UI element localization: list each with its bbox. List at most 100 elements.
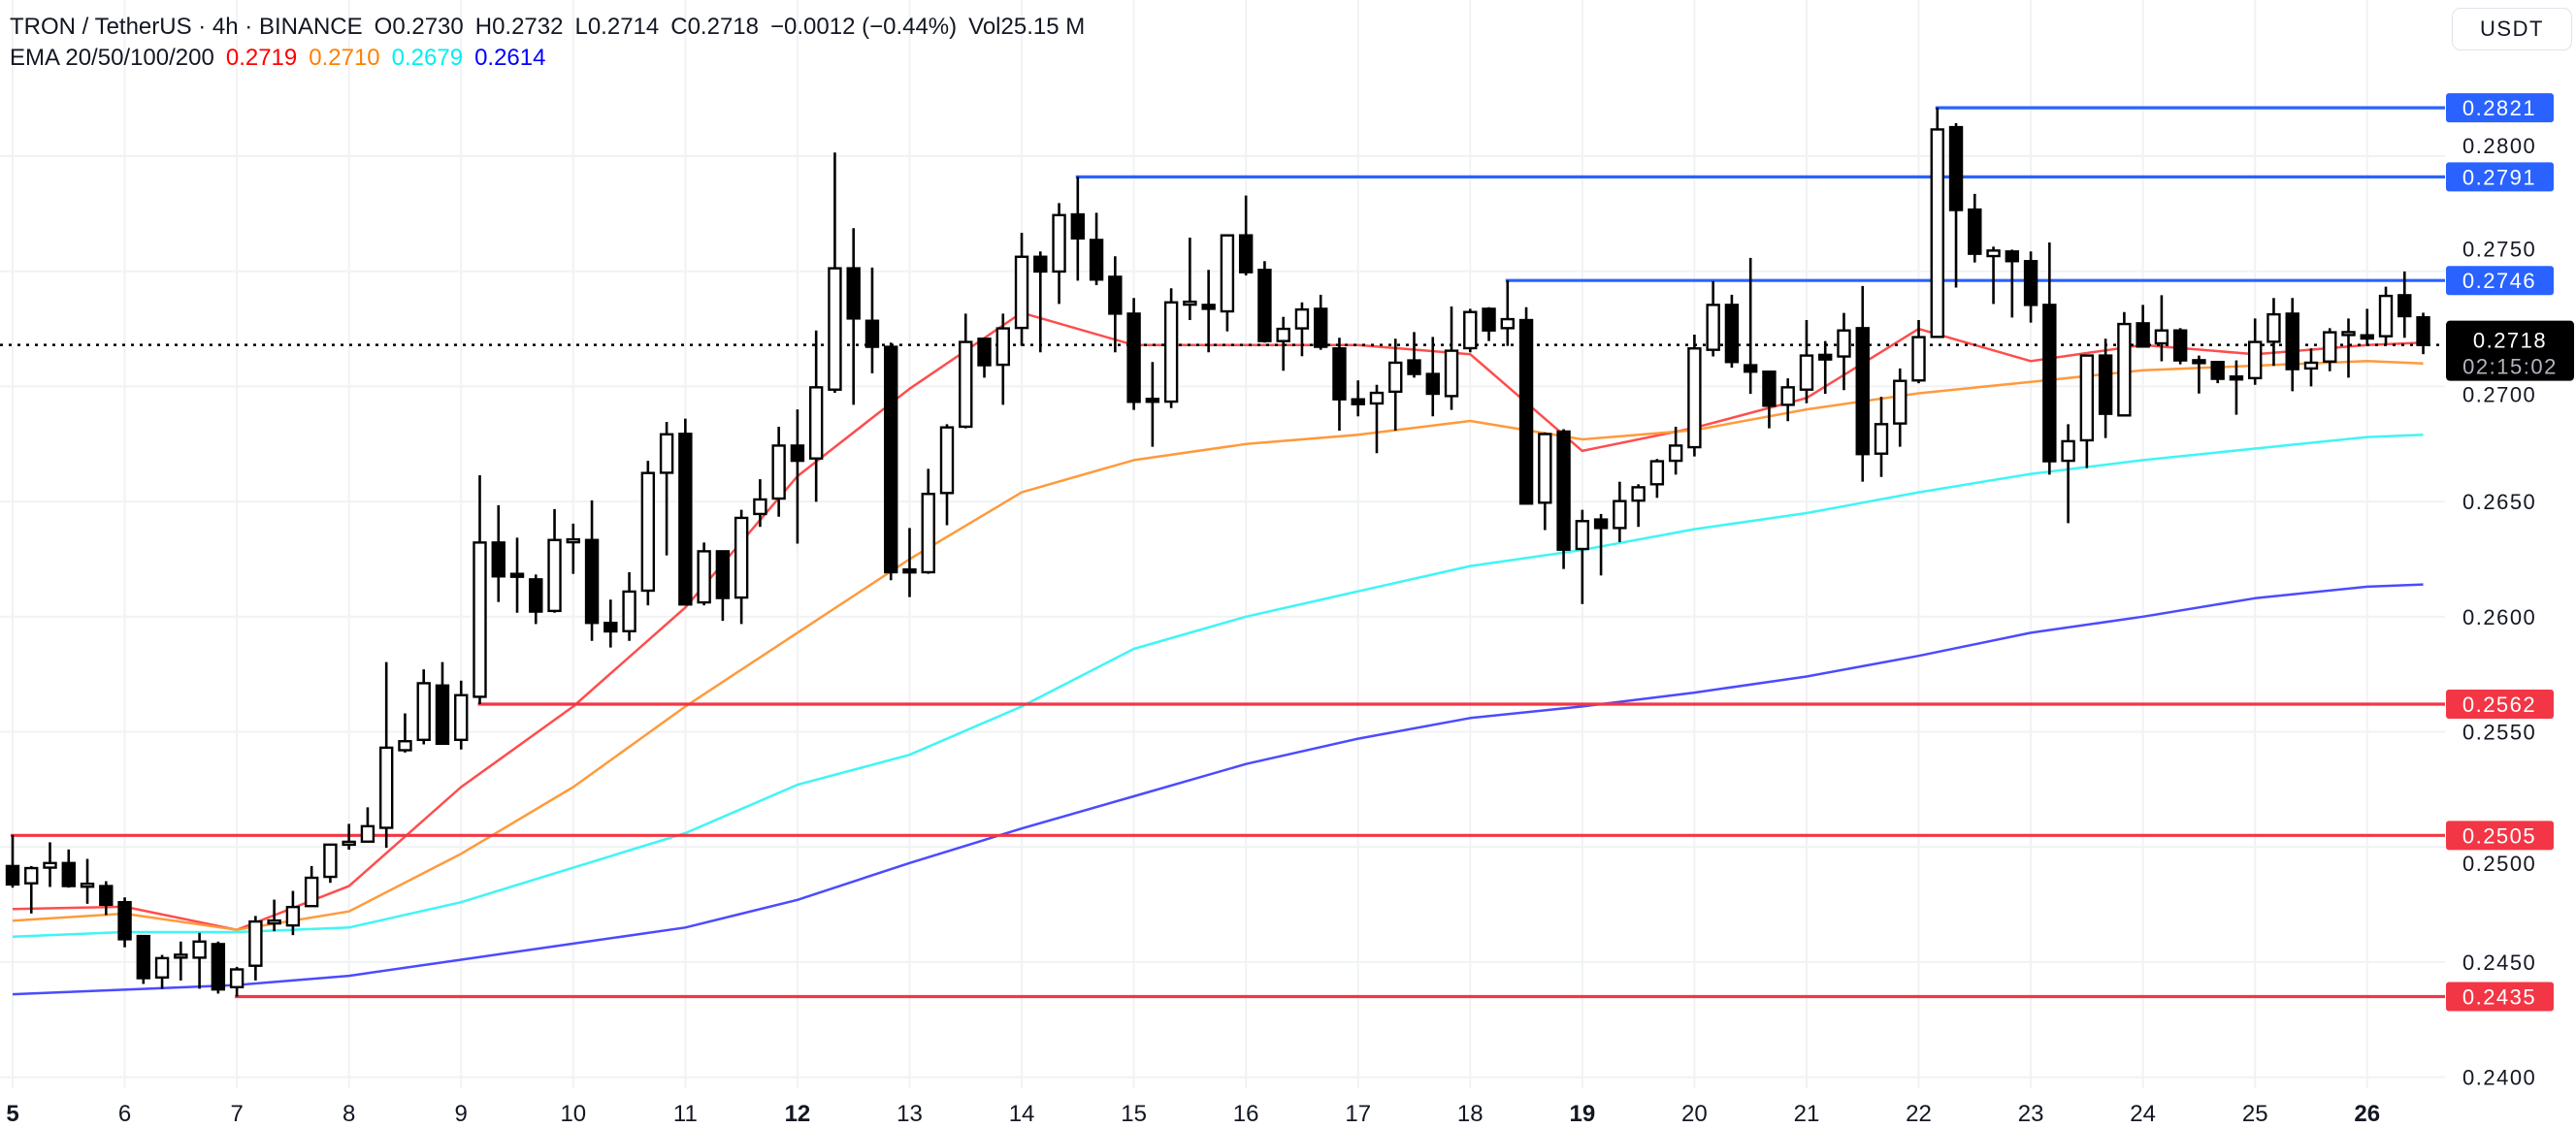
candle-up xyxy=(267,919,281,925)
candle-down xyxy=(977,338,992,367)
ema-legend[interactable]: EMA 20/50/100/200 0.2719 0.2710 0.2679 0.261… xyxy=(10,45,557,72)
x-tick-label: 5 xyxy=(6,1101,18,1127)
candle-down xyxy=(1145,398,1160,403)
x-tick-label: 23 xyxy=(2018,1101,2044,1127)
candle-up xyxy=(659,433,674,474)
candle-down xyxy=(1855,327,1870,456)
x-tick-label: 25 xyxy=(2242,1101,2268,1127)
x-tick-label: 6 xyxy=(118,1101,131,1127)
x-tick-label: 8 xyxy=(342,1101,355,1127)
price-level-tag xyxy=(2446,690,2554,720)
price-level-label: 0.2562 xyxy=(2462,693,2536,717)
x-tick-label: 15 xyxy=(1121,1101,1147,1127)
candle-down xyxy=(1593,518,1609,530)
x-tick-label: 22 xyxy=(1906,1101,1932,1127)
candle-up xyxy=(1163,301,1179,403)
price-level-tag xyxy=(2446,93,2554,123)
candle-down xyxy=(1108,275,1123,315)
candle-down xyxy=(1968,208,1982,255)
candle-down xyxy=(2397,294,2412,318)
candle-down xyxy=(1425,372,1440,396)
candle-down xyxy=(2172,329,2188,362)
candle-up xyxy=(1986,249,2001,258)
price-level-lines xyxy=(0,106,2445,999)
candle-down xyxy=(1070,212,1086,240)
price-level-tag xyxy=(2446,162,2554,192)
candle-up xyxy=(379,746,394,829)
candle-up xyxy=(1837,329,1851,358)
candle-up xyxy=(1463,310,1478,350)
candle-down xyxy=(1089,239,1104,281)
candle-up xyxy=(1294,307,1310,330)
candle-up xyxy=(939,426,955,495)
candle-down xyxy=(1332,347,1347,401)
x-tick-label: 10 xyxy=(560,1101,586,1127)
candle-up xyxy=(154,956,170,980)
candle-up xyxy=(2154,329,2169,345)
ema-200-line xyxy=(12,583,2424,996)
candle-down xyxy=(1556,430,1571,551)
x-tick-label: 12 xyxy=(785,1101,811,1127)
candle-down xyxy=(2136,322,2150,348)
candle-down xyxy=(2005,250,2020,263)
x-tick-label: 13 xyxy=(897,1101,923,1127)
volume: Vol25.15 M xyxy=(968,14,1086,40)
price-level-label: 0.2821 xyxy=(2462,96,2536,120)
candle-up xyxy=(2378,294,2394,338)
x-tick-label: 9 xyxy=(455,1101,468,1127)
candle-up xyxy=(1369,391,1385,405)
price-level-label: 0.2791 xyxy=(2462,165,2536,189)
y-tick-label: 0.2550 xyxy=(2462,721,2536,745)
candle-up xyxy=(808,386,824,460)
candle-up xyxy=(2323,331,2337,363)
candle-down xyxy=(1482,307,1496,332)
ohlc-open: O0.2730 xyxy=(374,14,464,40)
candle-down xyxy=(529,578,543,613)
ema-20-line xyxy=(12,311,2424,931)
symbol-title: TRON / TetherUS · 4h · BINANCE xyxy=(10,14,363,40)
candle-up xyxy=(1388,361,1403,394)
currency-button[interactable]: USDT xyxy=(2452,8,2572,50)
candle-up xyxy=(43,861,57,869)
candle-down xyxy=(2360,334,2374,340)
candle-up xyxy=(1930,128,1944,338)
candle-down xyxy=(491,541,505,578)
y-tick-label: 0.2750 xyxy=(2462,238,2536,262)
candle-down xyxy=(2098,354,2113,415)
x-tick-label: 11 xyxy=(673,1101,698,1127)
candle-up xyxy=(473,541,487,698)
candle-down xyxy=(1518,318,1534,505)
candle-up xyxy=(640,471,656,593)
candle-down xyxy=(1313,307,1328,348)
price-level-label: 0.2746 xyxy=(2462,269,2536,293)
y-tick-label: 0.2600 xyxy=(2462,605,2536,629)
price-change: −0.0012 (−0.44%) xyxy=(770,14,958,40)
price-level-label: 0.2435 xyxy=(2462,985,2536,1010)
candle-up xyxy=(995,327,1010,367)
candle-down xyxy=(603,622,618,633)
y-tick-label: 0.2400 xyxy=(2462,1066,2536,1090)
candle-up xyxy=(285,905,301,927)
candle-up xyxy=(1052,213,1066,274)
time-axis: 5 6 7 8 9 10 11 12 13 14 15 16 17 18 19 20 21 22 23 24 25 26 xyxy=(6,1101,2380,1127)
candle-down xyxy=(509,572,525,578)
current-price-tag xyxy=(2446,320,2574,381)
ema-label: EMA 20/50/100/200 xyxy=(10,45,214,71)
candle-down xyxy=(117,900,132,941)
y-tick-label: 0.2800 xyxy=(2462,134,2536,158)
candle-up xyxy=(1444,349,1459,398)
candle-up xyxy=(304,876,319,908)
candle-down xyxy=(136,934,151,980)
candle-up xyxy=(360,824,375,843)
candle-up xyxy=(1613,500,1627,530)
candle-up xyxy=(323,843,338,879)
candle-up xyxy=(753,498,767,516)
ema-100-value: 0.2679 xyxy=(391,45,464,71)
x-tick-label: 21 xyxy=(1794,1101,1820,1127)
candle-up xyxy=(1706,304,1720,351)
candle-down xyxy=(435,684,450,746)
x-tick-label: 16 xyxy=(1233,1101,1259,1127)
candle-down xyxy=(715,550,731,599)
ema-200-value: 0.2614 xyxy=(474,45,546,71)
